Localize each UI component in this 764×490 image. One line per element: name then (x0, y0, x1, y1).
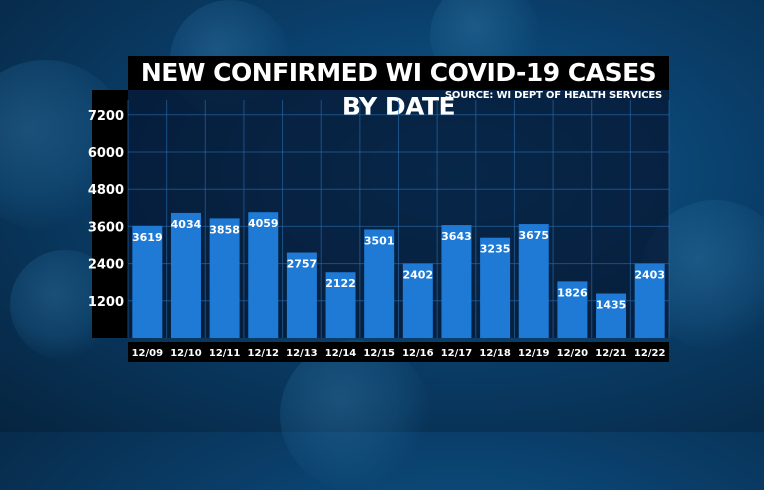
bar-value-label: 2402 (403, 269, 434, 282)
bar (557, 281, 588, 338)
bar (325, 272, 356, 338)
x-axis-panel (128, 342, 669, 362)
bar-value-label: 3619 (132, 231, 163, 244)
y-tick-label: 7200 (88, 109, 124, 124)
title-bar (128, 56, 669, 90)
bar-value-label: 3235 (480, 243, 511, 256)
bar-value-label: 1435 (596, 299, 627, 312)
x-tick-label: 12/15 (363, 348, 395, 359)
bar (209, 218, 240, 338)
x-tick-label: 12/22 (634, 348, 666, 359)
bar (286, 252, 317, 338)
x-tick-label: 12/19 (518, 348, 550, 359)
x-tick-label: 12/14 (325, 348, 357, 359)
x-tick-label: 12/10 (170, 348, 202, 359)
bar-value-label: 2122 (325, 277, 356, 290)
x-tick-label: 12/12 (248, 348, 280, 359)
bar-chart: 1200 2400 3600 4800 6000 7200 3619 12/09 4034 12/… (88, 100, 670, 359)
bar (480, 237, 511, 338)
y-axis-panel (92, 90, 128, 338)
x-tick-label: 12/20 (557, 348, 589, 359)
bar-value-label: 2403 (634, 269, 665, 282)
y-tick-label: 1200 (88, 295, 124, 310)
x-tick-label: 12/11 (209, 348, 241, 359)
bar-value-label: 4034 (171, 218, 202, 231)
x-tick-label: 12/09 (132, 348, 164, 359)
x-tick-label: 12/18 (479, 348, 511, 359)
y-tick-label: 3600 (88, 220, 124, 235)
bar (170, 212, 201, 338)
bar (634, 263, 665, 338)
bar-value-label: 3501 (364, 234, 395, 247)
bar (364, 229, 395, 338)
x-tick-label: 12/16 (402, 348, 434, 359)
bar-value-label: 2757 (287, 258, 318, 271)
bar (518, 224, 549, 338)
bar (441, 225, 472, 338)
bar-value-label: 3675 (518, 229, 549, 242)
bar-value-label: 3643 (441, 230, 472, 243)
bar-value-label: 1826 (557, 286, 588, 299)
bar (402, 263, 433, 338)
chart-source: SOURCE: WI DEPT OF HEALTH SERVICES (444, 90, 662, 101)
x-tick-label: 12/17 (441, 348, 473, 359)
x-tick-label: 12/13 (286, 348, 318, 359)
y-tick-label: 6000 (88, 146, 124, 161)
bar-value-label: 3858 (209, 223, 240, 236)
bar-value-label: 4059 (248, 217, 279, 230)
bar (132, 225, 163, 338)
bar (248, 212, 279, 338)
y-tick-label: 4800 (88, 183, 124, 198)
y-tick-label: 2400 (88, 258, 124, 273)
bar (596, 293, 627, 338)
x-tick-label: 12/21 (595, 348, 627, 359)
